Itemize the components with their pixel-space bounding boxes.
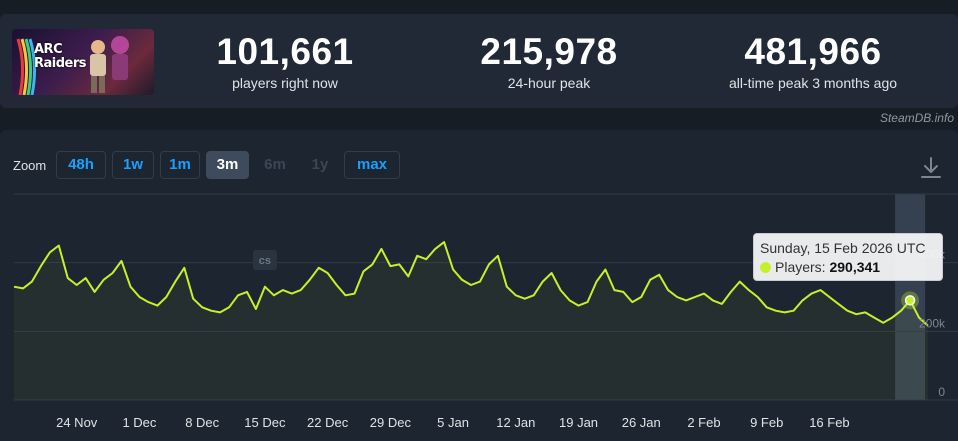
- stat-value: 481,966: [744, 31, 882, 72]
- game-characters-icon: [90, 36, 129, 93]
- x-tick-label: 22 Dec: [307, 415, 349, 430]
- x-tick-label: 8 Dec: [185, 415, 219, 430]
- stat-value: 101,661: [216, 31, 354, 72]
- x-tick-label: 16 Feb: [809, 415, 849, 430]
- tooltip-date: Sunday, 15 Feb 2026 UTC: [760, 240, 926, 256]
- zoom-button-1y: 1y: [301, 151, 339, 179]
- series-dot-icon: [760, 262, 771, 273]
- event-label: cs: [259, 255, 271, 267]
- series-area: [14, 242, 928, 400]
- tooltip-series-row: Players: 290,341: [760, 258, 936, 277]
- x-tick-label: 12 Jan: [496, 415, 535, 430]
- x-tick-label: 9 Feb: [750, 415, 783, 430]
- zoom-button-1w[interactable]: 1w: [112, 151, 154, 179]
- download-icon[interactable]: [920, 156, 942, 180]
- x-tick-label: 2 Feb: [687, 415, 720, 430]
- x-tick-label: 26 Jan: [622, 415, 661, 430]
- stat-all-time-peak: 481,966 all-time peak 3 months ago: [703, 32, 923, 92]
- stat-label: 24-hour peak: [507, 75, 591, 91]
- steamdb-credit: SteamDB.info: [879, 111, 954, 125]
- stat-current-players: 101,661 players right now: [175, 32, 395, 92]
- game-thumbnail[interactable]: ARC Raiders: [12, 29, 154, 95]
- stat-label: players right now: [232, 75, 338, 91]
- x-tick-label: 29 Dec: [370, 415, 412, 430]
- zoom-button-1m[interactable]: 1m: [160, 151, 200, 179]
- x-tick-label: 19 Jan: [559, 415, 598, 430]
- game-logo-line1: ARC: [34, 42, 63, 57]
- event-marker[interactable]: cs: [252, 250, 277, 270]
- x-tick-label: 24 Nov: [56, 415, 98, 430]
- zoom-button-48h[interactable]: 48h: [56, 151, 106, 179]
- zoom-button-max[interactable]: max: [344, 151, 400, 179]
- game-logo-text: ARC Raiders: [34, 42, 87, 71]
- event-badge: [252, 250, 277, 270]
- x-axis-labels: 24 Nov 1 Dec 8 Dec 15 Dec 22 Dec 29 Dec 5 Jan 1…: [56, 415, 850, 430]
- tooltip-series-label: Players:: [775, 259, 826, 275]
- stat-24h-peak: 215,978 24-hour peak: [439, 32, 659, 92]
- highlight-point: [901, 291, 920, 310]
- stat-label: all-time peak 3 months ago: [728, 75, 898, 91]
- y-tick-label: 200k: [919, 316, 946, 330]
- x-tick-label: 15 Dec: [244, 415, 286, 430]
- x-tick-label: 5 Jan: [437, 415, 469, 430]
- series-line: [13, 241, 929, 327]
- zoom-label: Zoom: [13, 158, 47, 173]
- zoom-button-3m[interactable]: 3m: [206, 151, 249, 179]
- tooltip-value: 290,341: [829, 259, 881, 275]
- chart-tooltip: Sunday, 15 Feb 2026 UTC Players: 290,341: [753, 233, 943, 281]
- chart-card: [0, 130, 958, 441]
- stats-card: ARC Raiders 101,661 players right now 21…: [0, 14, 958, 108]
- rainbow-stripes-icon: [16, 38, 37, 95]
- y-tick-label: 0: [938, 385, 945, 399]
- highlight-dot: [904, 295, 916, 306]
- x-tick-label: 1 Dec: [122, 415, 156, 430]
- zoom-button-6m: 6m: [255, 151, 295, 179]
- game-logo-line2: Raiders: [34, 56, 87, 71]
- stat-value: 215,978: [480, 31, 618, 72]
